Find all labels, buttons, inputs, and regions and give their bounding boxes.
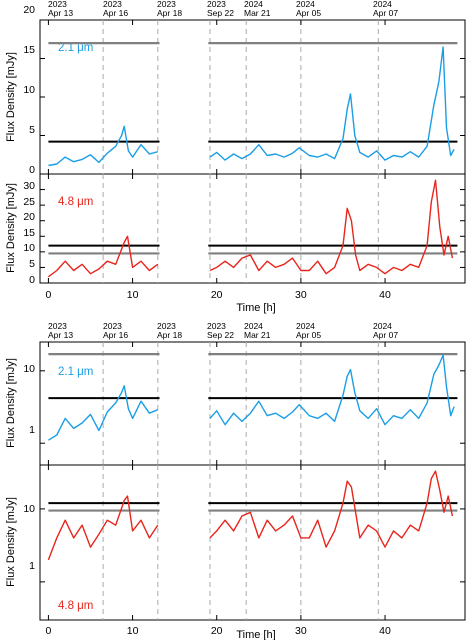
- ytick-label: 30: [23, 180, 35, 192]
- series-line: [209, 470, 454, 548]
- series-line: [209, 354, 455, 426]
- ytick-label: 15: [23, 44, 35, 56]
- xtick-label: 20: [211, 625, 223, 637]
- bottom-epoch-date-6: Apr 07: [373, 330, 398, 340]
- series-line: [48, 125, 158, 167]
- panel-2um-log: 2.1 μm 1 10 Flux Density [mJy]: [5, 341, 466, 466]
- panel-4um-linear: 4.8 μm 0 5 10 15 20 25 30 Flux Density […: [5, 173, 466, 286]
- ytick-label: 10: [23, 363, 35, 375]
- series-label-4um: 4.8 μm: [58, 196, 93, 208]
- series-label-2um: 2.1 μm: [58, 42, 93, 54]
- ytick-label: 20: [23, 211, 35, 223]
- x-axis-label: Time [h]: [236, 629, 275, 640]
- xtick-label: 0: [45, 289, 51, 301]
- y-axis-label: Flux Density [mJy]: [5, 497, 17, 587]
- y-axis-label: Flux Density [mJy]: [5, 183, 17, 273]
- panel-frame: [39, 173, 466, 284]
- bottom-epoch-year-4: 2024: [244, 321, 263, 331]
- top-epoch-date-4: Mar 21: [244, 8, 271, 18]
- top-epoch-year-0: 2023: [48, 0, 67, 9]
- series-line: [47, 235, 159, 278]
- y-axis-label: Flux Density [mJy]: [5, 358, 17, 448]
- ytick-label: 0: [29, 164, 35, 176]
- panel-4um-log: 4.8 μm 1 10 Flux Density [mJy]: [5, 464, 466, 621]
- bottom-epoch-date-3: Sep 22: [207, 330, 234, 340]
- bottom-epoch-year-5: 2024: [296, 321, 315, 331]
- xtick-label: 40: [379, 289, 391, 301]
- bottom-epoch-date-5: Apr 05: [296, 330, 321, 340]
- series-label-2um: 2.1 μm: [58, 366, 93, 378]
- bottom-x-tick-labels: 0 10 20 30 40: [45, 625, 391, 637]
- ytick-label: 10: [23, 84, 35, 96]
- panel-frame: [39, 341, 466, 466]
- top-epoch-year-6: 2024: [373, 0, 392, 9]
- top-x-tick-labels: 0 10 20 30 40: [45, 289, 391, 301]
- xtick-label: 10: [127, 625, 139, 637]
- top-epoch-year-1: 2023: [103, 0, 122, 9]
- ytick-label: 5: [29, 258, 35, 270]
- top-epoch-date-5: Apr 05: [296, 8, 321, 18]
- ytick-label: 0: [29, 274, 35, 286]
- ytick-label: 1: [29, 560, 35, 572]
- top-epoch-date-6: Apr 07: [373, 8, 398, 18]
- series-line: [209, 179, 454, 275]
- top-date-labels: 2023 Apr 13 2023 Apr 16 2023 Apr 18 2023…: [48, 0, 398, 18]
- bottom-date-labels: 2023 Apr 13 2023 Apr 16 2023 Apr 18 2023…: [48, 321, 398, 340]
- xtick-label: 40: [379, 625, 391, 637]
- series-line: [209, 46, 455, 161]
- xtick-label: 10: [127, 289, 139, 301]
- panel-frame: [39, 464, 466, 621]
- bottom-epoch-year-1: 2023: [103, 321, 122, 331]
- bottom-epoch-year-6: 2024: [373, 321, 392, 331]
- series-line: [48, 385, 159, 441]
- top-epoch-date-3: Sep 22: [207, 8, 234, 18]
- bottom-epoch-year-0: 2023: [48, 321, 67, 331]
- chart-marks: [40, 19, 465, 620]
- xtick-label: 30: [295, 625, 307, 637]
- bottom-epoch-year-3: 2023: [207, 321, 226, 331]
- top-epoch-date-1: Apr 16: [103, 8, 128, 18]
- bottom-epoch-year-2: 2023: [157, 321, 176, 331]
- bottom-epoch-date-2: Apr 18: [157, 330, 182, 340]
- bottom-epoch-date-0: Apr 13: [48, 330, 73, 340]
- ytick-label: 25: [23, 196, 35, 208]
- ytick-label: 10: [23, 503, 35, 515]
- x-axis-label: Time [h]: [236, 302, 275, 314]
- top-epoch-date-0: Apr 13: [48, 8, 73, 18]
- panel-2um-linear: 2.1 μm 0 5 10 15 20 Flux Density [mJy]: [5, 4, 466, 176]
- top-epoch-year-5: 2024: [296, 0, 315, 9]
- xtick-label: 0: [45, 625, 51, 637]
- top-epoch-year-2: 2023: [157, 0, 176, 9]
- ytick-label: 15: [23, 227, 35, 239]
- ytick-label: 5: [29, 124, 35, 136]
- xtick-label: 20: [211, 289, 223, 301]
- bottom-epoch-date-1: Apr 16: [103, 330, 128, 340]
- top-epoch-date-2: Apr 18: [157, 8, 182, 18]
- ytick-label: 10: [23, 242, 35, 254]
- xtick-label: 30: [295, 289, 307, 301]
- series-line: [47, 495, 159, 561]
- bottom-epoch-date-4: Mar 21: [244, 330, 271, 340]
- y-axis-label: Flux Density [mJy]: [5, 52, 17, 142]
- ytick-label: 20: [23, 4, 35, 16]
- top-epoch-year-4: 2024: [244, 0, 263, 9]
- top-epoch-year-3: 2023: [207, 0, 226, 9]
- series-label-4um: 4.8 μm: [58, 600, 93, 612]
- ytick-label: 1: [29, 424, 35, 436]
